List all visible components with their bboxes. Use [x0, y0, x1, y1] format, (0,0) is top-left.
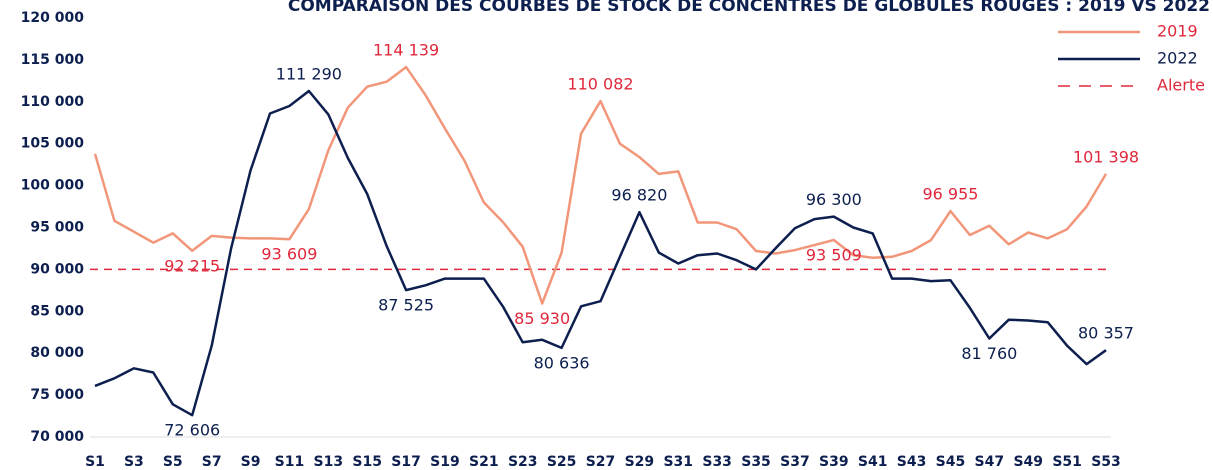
x-tick-label: S47 [975, 454, 1005, 470]
data-label: 92 215 [164, 256, 220, 275]
data-label: 85 930 [514, 309, 570, 328]
y-tick-label: 95 000 [30, 220, 84, 236]
data-label: 111 290 [276, 64, 342, 83]
x-tick-label: S15 [352, 454, 382, 470]
y-tick-label: 75 000 [30, 387, 84, 403]
x-tick-label: S49 [1013, 454, 1043, 470]
x-tick-label: S9 [241, 454, 261, 470]
y-tick-label: 100 000 [21, 178, 85, 194]
x-tick-label: S51 [1052, 454, 1082, 470]
y-tick-label: 110 000 [21, 94, 85, 110]
x-tick-label: S31 [663, 454, 693, 470]
data-label: 81 760 [961, 344, 1017, 363]
y-tick-label: 70 000 [30, 429, 84, 445]
data-label: 80 357 [1078, 324, 1134, 343]
series-line [94, 89, 1107, 417]
data-label: 87 525 [378, 296, 434, 315]
x-tick-label: S41 [858, 454, 888, 470]
legend-label: 2019 [1157, 22, 1198, 41]
data-label: 96 955 [922, 185, 978, 204]
x-tick-label: S33 [702, 454, 732, 470]
x-tick-label: S3 [124, 454, 144, 470]
x-tick-label: S37 [780, 454, 810, 470]
chart-title: COMPARAISON DES COURBES DE STOCK DE CONC… [288, 0, 1210, 16]
x-tick-label: S35 [741, 454, 771, 470]
x-tick-label: S43 [897, 454, 927, 470]
data-label: 96 300 [806, 190, 862, 209]
y-tick-label: 105 000 [21, 136, 85, 152]
data-label: 72 606 [164, 421, 220, 440]
x-tick-label: S7 [202, 454, 222, 470]
x-tick-label: S45 [936, 454, 966, 470]
x-tick-label: S19 [430, 454, 460, 470]
x-tick-label: S53 [1091, 454, 1121, 470]
x-tick-label: S25 [547, 454, 577, 470]
y-tick-label: 115 000 [21, 52, 85, 68]
data-label: 80 636 [534, 353, 590, 372]
y-tick-label: 90 000 [30, 261, 84, 277]
x-tick-label: S1 [85, 454, 105, 470]
data-label: 93 509 [806, 245, 862, 264]
y-tick-label: 80 000 [30, 345, 84, 361]
y-tick-label: 85 000 [30, 303, 84, 319]
x-tick-label: S29 [625, 454, 655, 470]
series-line [93, 65, 1108, 305]
x-tick-label: S21 [469, 454, 499, 470]
data-label: 93 609 [261, 245, 317, 264]
x-tick-label: S5 [163, 454, 183, 470]
legend-label: Alerte [1157, 76, 1205, 95]
data-label: 96 820 [611, 186, 667, 205]
data-label: 101 398 [1073, 147, 1139, 166]
legend-label: 2022 [1157, 49, 1198, 68]
data-label: 114 139 [373, 41, 439, 60]
x-tick-label: S27 [586, 454, 616, 470]
y-tick-label: 120 000 [21, 10, 85, 26]
x-tick-label: S39 [819, 454, 849, 470]
data-label: 110 082 [567, 75, 633, 94]
x-tick-label: S11 [275, 454, 305, 470]
x-tick-label: S23 [508, 454, 538, 470]
x-tick-label: S13 [314, 454, 344, 470]
x-tick-label: S17 [391, 454, 421, 470]
